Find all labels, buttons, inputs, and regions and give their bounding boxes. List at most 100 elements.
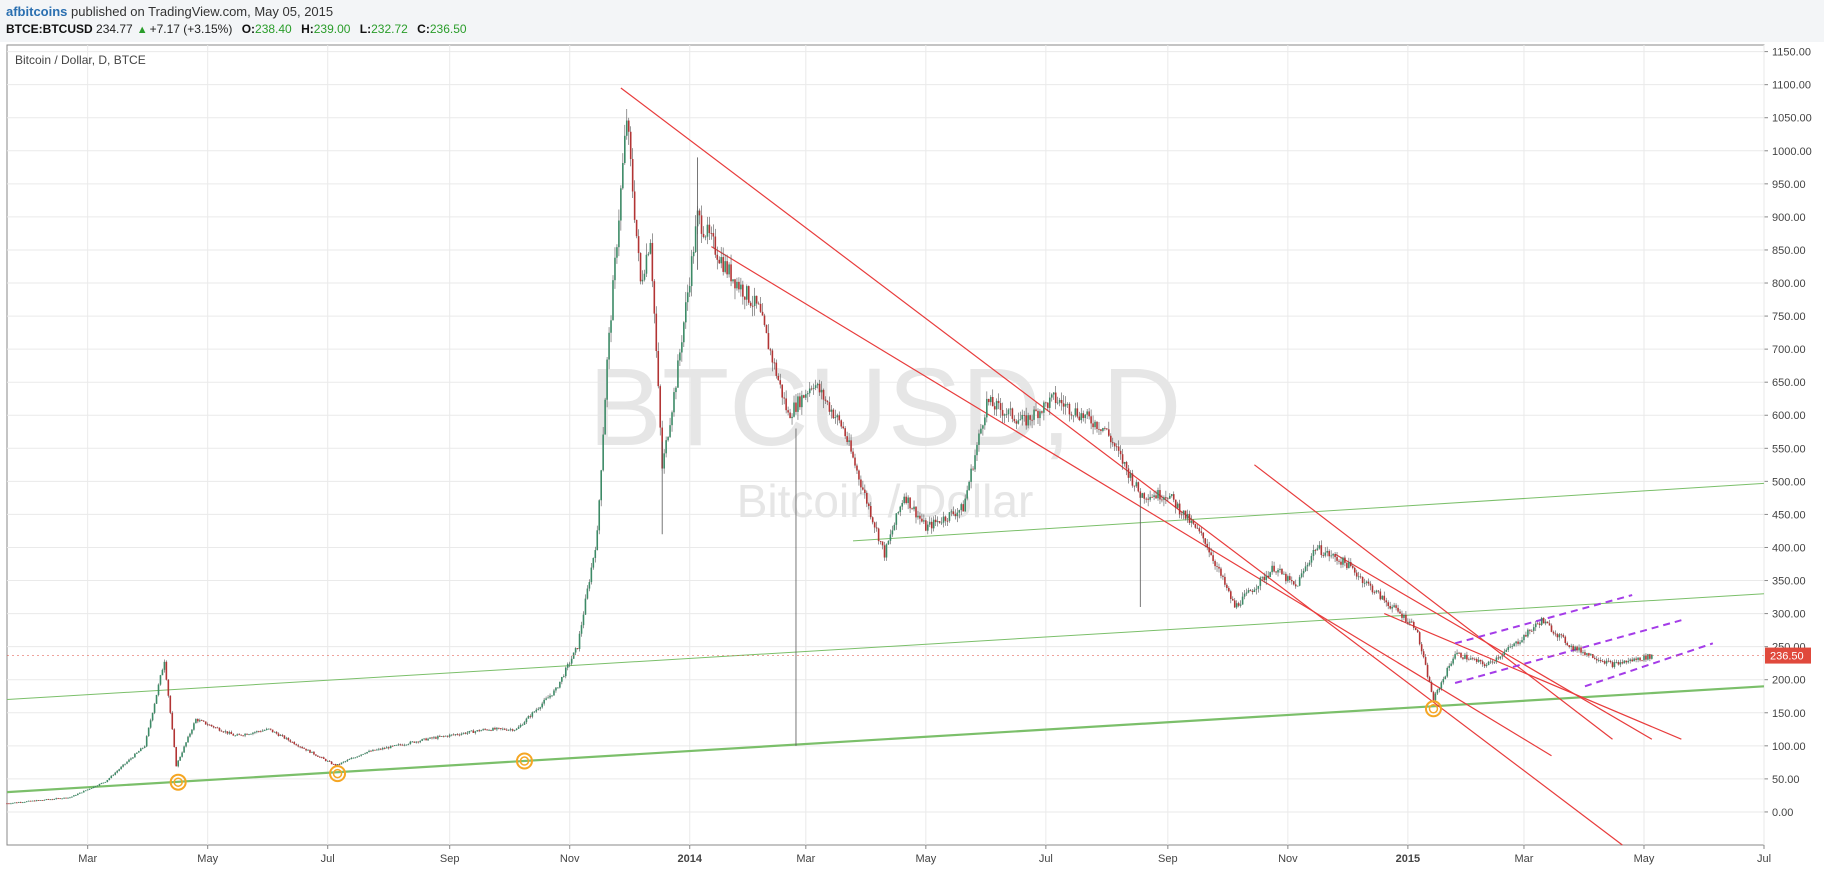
candle-body: [478, 730, 481, 732]
candle-body: [1186, 513, 1189, 519]
y-tick-label: 1000.00: [1772, 146, 1812, 158]
candle-body: [555, 687, 557, 691]
candle-body: [736, 281, 738, 289]
candle-body: [610, 320, 612, 333]
candle-body: [1043, 402, 1045, 413]
candle-body: [1182, 510, 1185, 515]
candle-body: [1548, 623, 1551, 626]
candle-body: [982, 425, 984, 429]
candle-body: [785, 398, 787, 411]
candle-body: [1525, 634, 1527, 637]
candle-body: [1149, 496, 1151, 500]
candle-body: [991, 396, 994, 407]
candle-body: [1434, 693, 1437, 701]
candle-body: [858, 470, 860, 480]
x-tick-label: Mar: [1514, 853, 1533, 865]
candle-body: [972, 468, 974, 470]
candle-body: [1119, 450, 1122, 455]
candle-body: [1619, 662, 1622, 665]
candle-body: [948, 512, 951, 521]
candle-body: [1013, 418, 1016, 422]
x-tick-label: Jul: [1757, 853, 1771, 865]
candle-body: [783, 397, 785, 399]
candle-body: [1468, 659, 1470, 661]
x-tick-label: Nov: [1278, 853, 1298, 865]
candle-body: [189, 733, 191, 737]
candle-body: [966, 490, 968, 499]
candle-body: [897, 512, 900, 514]
candle-body: [1487, 661, 1490, 666]
candle-body: [197, 719, 199, 722]
candle-body: [1411, 621, 1413, 623]
candle-body: [718, 259, 721, 264]
candle-body: [1117, 446, 1120, 451]
candle-body: [570, 658, 573, 664]
candle-body: [1216, 566, 1218, 567]
candle-body: [53, 799, 56, 800]
candle-body: [507, 729, 510, 731]
y-tick-label: 1050.00: [1772, 113, 1812, 125]
candle-body: [1503, 651, 1506, 656]
touch-marker-inner: [332, 768, 343, 779]
candle-body: [1519, 642, 1521, 644]
candle-body: [261, 730, 264, 732]
candle-body: [1340, 561, 1342, 565]
candle-body: [657, 350, 660, 387]
candle-body: [1629, 659, 1632, 661]
candle-body: [919, 515, 921, 519]
candle-body: [1572, 645, 1574, 651]
candle-body: [1298, 577, 1301, 586]
candle-body: [1397, 607, 1399, 612]
candle-body: [1015, 421, 1018, 424]
candle-body: [1172, 494, 1175, 500]
y-tick-label: 850.00: [1772, 245, 1806, 257]
candle-body: [673, 392, 675, 413]
candle-body: [1603, 661, 1606, 664]
candle-body: [962, 504, 965, 512]
candle-body: [102, 782, 105, 784]
candle-body: [1230, 591, 1232, 599]
close-label: C:: [417, 22, 430, 36]
candle-body: [832, 409, 835, 419]
candle-body: [1348, 562, 1350, 569]
candle-body: [820, 389, 823, 393]
candle-body: [116, 770, 118, 773]
candle-body: [354, 757, 357, 759]
candle-body: [704, 236, 707, 238]
candle-body: [1025, 415, 1027, 426]
candle-body: [1361, 576, 1364, 584]
candle-body: [1407, 621, 1409, 623]
candle-body: [997, 400, 1000, 404]
candle-body: [1649, 654, 1651, 659]
candle-body: [1473, 658, 1476, 660]
candle-body: [1137, 482, 1140, 492]
author-link[interactable]: afbitcoins: [6, 4, 68, 19]
candle-body: [476, 730, 479, 732]
candle-body: [454, 734, 457, 736]
candle-body: [1521, 640, 1523, 643]
candle-body: [1300, 573, 1303, 578]
candle-body: [439, 736, 441, 737]
y-tick-label: 500.00: [1772, 476, 1806, 488]
candle-body: [1373, 592, 1376, 594]
candle-body: [1251, 591, 1254, 592]
candle-body: [1125, 462, 1128, 469]
candle-body: [1108, 429, 1110, 436]
candle-body: [1287, 576, 1289, 582]
candle-body: [1611, 662, 1614, 668]
candle-body: [551, 695, 553, 697]
open-value: 238.40: [255, 22, 292, 36]
candle-body: [1511, 646, 1513, 648]
candle-body: [936, 521, 939, 523]
candle-body: [372, 749, 374, 752]
candle-body: [1086, 411, 1088, 415]
candle-body: [1357, 576, 1360, 578]
candle-body: [1566, 642, 1569, 646]
candle-body: [1377, 590, 1380, 592]
candle-body: [1383, 595, 1386, 601]
candle-body: [720, 257, 723, 264]
candle-body: [698, 210, 701, 216]
candle-body: [692, 251, 695, 257]
candle-body: [108, 778, 111, 780]
